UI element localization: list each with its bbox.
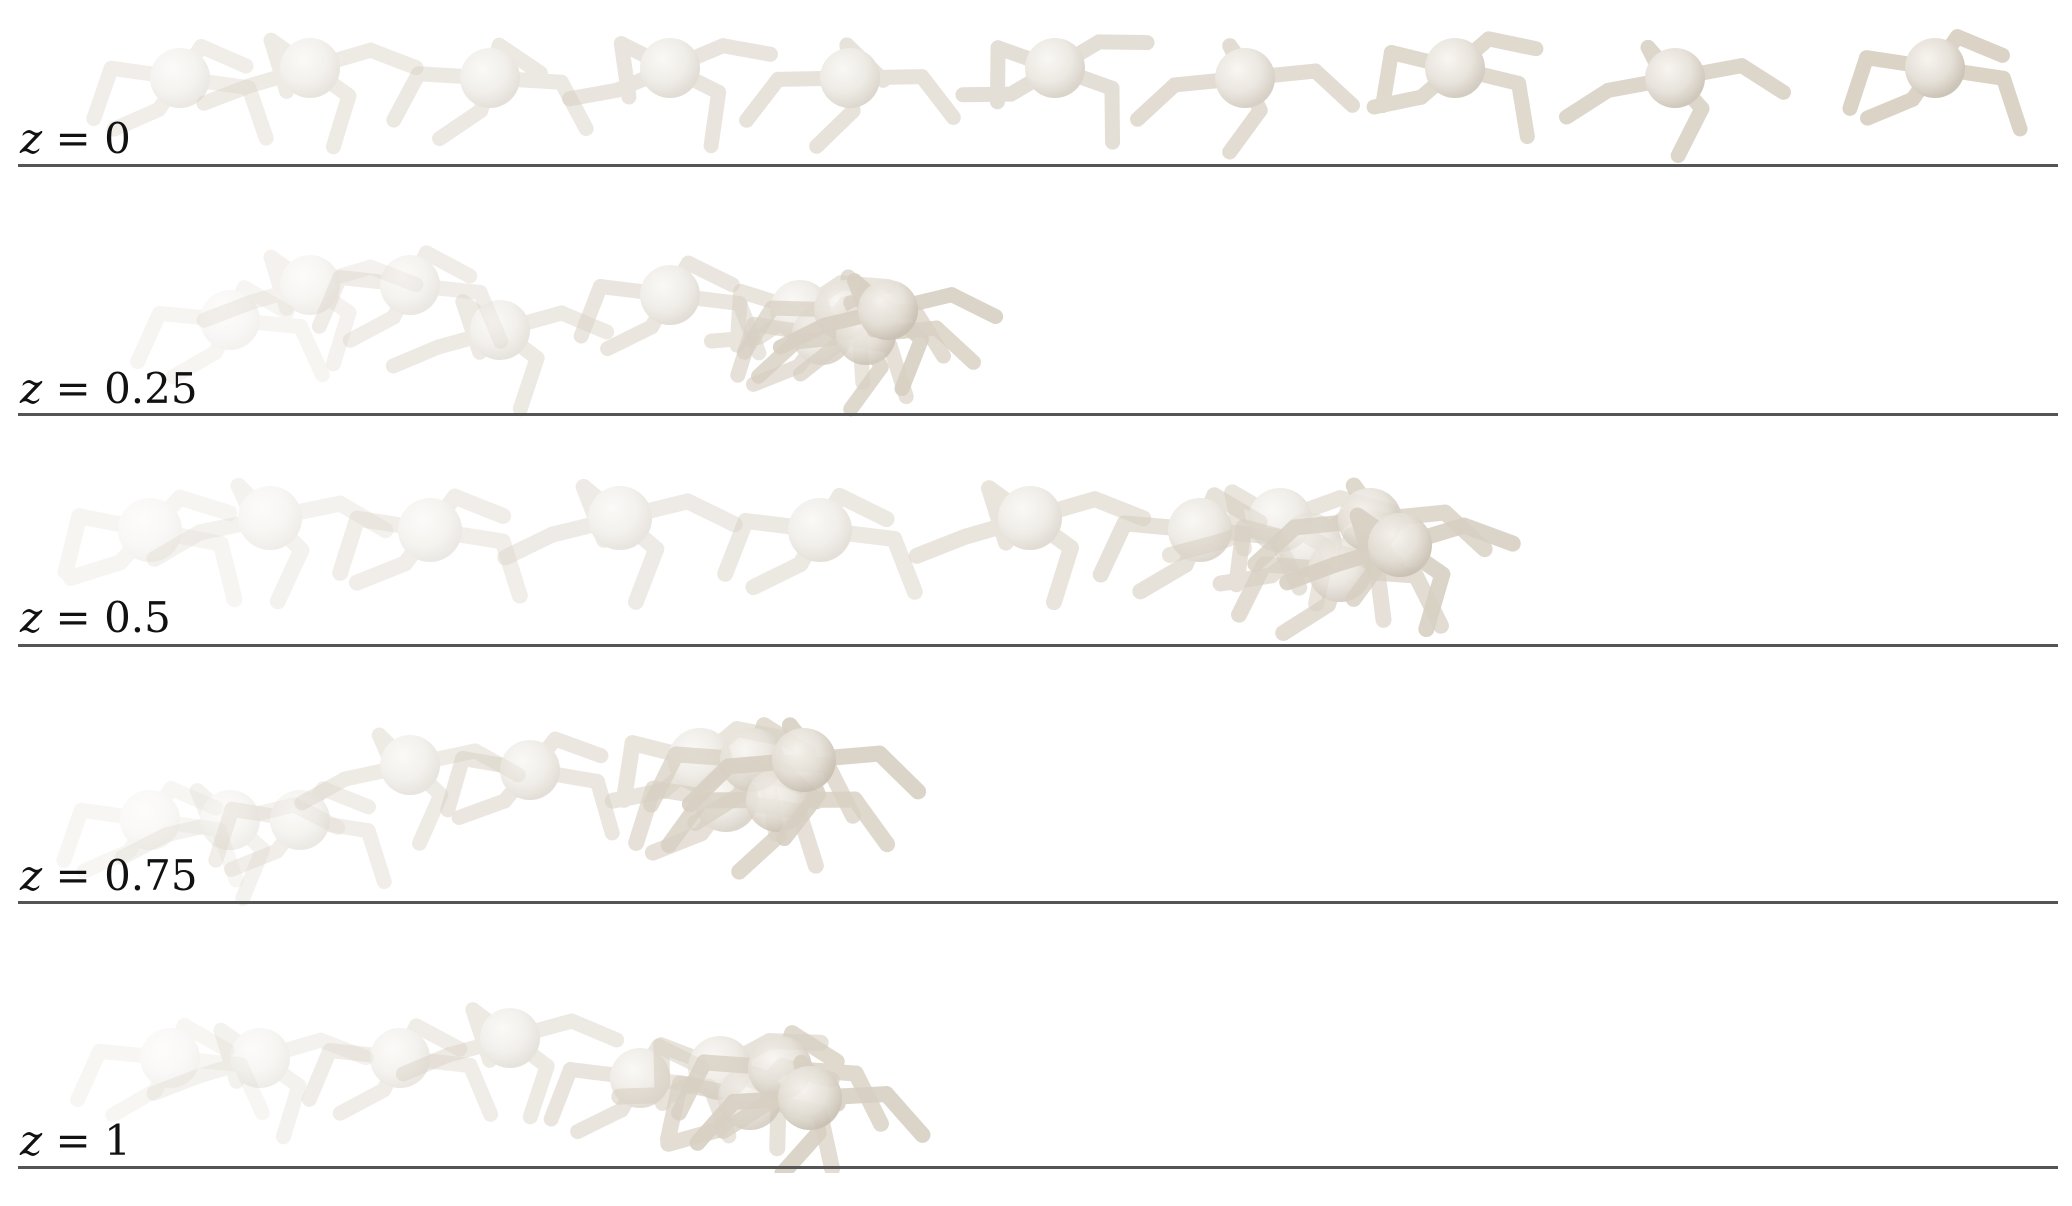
panel-label-z-0: z = 0 (20, 118, 131, 160)
ant-robot-pose (1842, 29, 2028, 137)
ant-robot-pose (440, 731, 620, 841)
ant-robot-pose (1366, 31, 1544, 145)
ant-robot-pose (386, 37, 594, 147)
label-variable: z (20, 851, 43, 900)
label-value: 0.75 (104, 851, 198, 900)
label-equals: = (55, 364, 91, 413)
ant-trail-z-0.5 (57, 477, 1521, 641)
label-variable: z (20, 364, 43, 413)
panel-label-z-1: z = 1 (20, 1120, 131, 1162)
panel-z-0: z = 0 (0, 0, 2072, 170)
ant-robot-pose (1130, 38, 1360, 160)
ant-robot-pose (573, 255, 767, 361)
ant-robot-pose (562, 36, 778, 154)
label-variable: z (20, 114, 43, 163)
ant-robot-pose (689, 1055, 931, 1173)
ant-robot-pose (130, 280, 330, 385)
ant-robot-pose (57, 489, 243, 608)
ant-robot-pose (146, 477, 394, 610)
panel-z-1: z = 1 (0, 908, 2072, 1173)
ant-robot-pose (739, 37, 961, 154)
ant-trail-z-1 (70, 1002, 931, 1173)
label-value: 0.25 (104, 364, 198, 413)
ant-robot-pose (311, 245, 509, 349)
ant-robot-pose (1279, 507, 1521, 638)
panel-label-z-0.25: z = 0.25 (20, 368, 198, 410)
label-variable: z (20, 593, 43, 642)
panel-label-z-0.75: z = 0.75 (20, 855, 198, 897)
ant-robot-pose (772, 273, 1004, 397)
label-equals: = (55, 1116, 91, 1165)
ant-trail-z-0.75 (56, 717, 927, 907)
ant-trail-z-0 (86, 29, 2028, 164)
label-equals: = (55, 593, 91, 642)
ant-robot-pose (196, 32, 424, 155)
ground-line-z-0.5 (18, 644, 2058, 647)
ant-robot-pose (717, 487, 923, 600)
ant-robot-pose (196, 249, 424, 372)
panel-z-0.5: z = 0.5 (0, 420, 2072, 650)
label-value: 0.5 (104, 593, 171, 642)
ant-robot-pose (1558, 39, 1792, 164)
ant-robot-pose (70, 1018, 270, 1123)
ground-line-z-0.25 (18, 413, 2058, 416)
ant-robot-pose (301, 1018, 499, 1122)
ant-robot-pose (955, 34, 1155, 150)
ground-line-z-0.75 (18, 901, 2058, 904)
ant-robot-pose (908, 480, 1152, 611)
ant-robot-pose (497, 478, 743, 610)
panel-z-0.75: z = 0.75 (0, 650, 2072, 908)
ant-trail-z-0.25 (130, 245, 1004, 417)
ant-robot-pose (208, 781, 392, 890)
ant-robot-pose (681, 717, 927, 847)
panel-label-z-0.5: z = 0.5 (20, 597, 171, 639)
label-value: 0 (104, 114, 131, 163)
ground-line-z-1 (18, 1166, 2058, 1169)
ant-robot-pose (385, 294, 615, 417)
label-equals: = (55, 851, 91, 900)
label-value: 1 (104, 1116, 131, 1165)
ant-robot-pose (395, 1002, 625, 1125)
ant-robot-pose (332, 488, 528, 604)
ant-robot-pose (86, 38, 274, 146)
ant-robot-pose (146, 1022, 374, 1145)
label-variable: z (20, 1116, 43, 1165)
panel-z-0.25: z = 0.25 (0, 170, 2072, 420)
label-equals: = (55, 114, 91, 163)
ground-line-z-0 (18, 164, 2058, 167)
